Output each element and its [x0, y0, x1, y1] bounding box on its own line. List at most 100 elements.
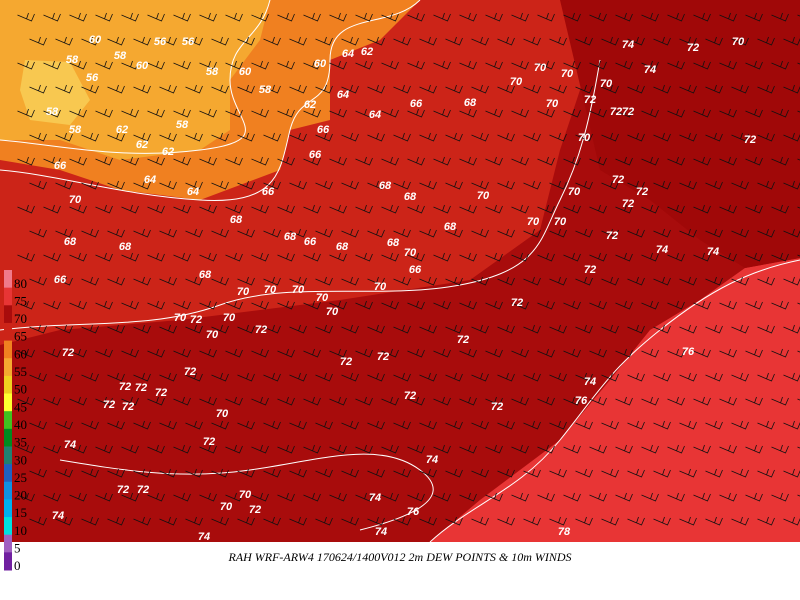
wind-barb	[563, 492, 581, 502]
wind-barb	[121, 444, 139, 454]
wind-barb	[95, 348, 113, 358]
wind-barb	[497, 276, 515, 286]
contour-label: 72	[584, 94, 596, 106]
wind-barb	[107, 132, 125, 142]
wind-barb	[485, 60, 503, 70]
contour-label: 68	[464, 97, 477, 109]
wind-barb	[43, 156, 61, 166]
wind-barb	[537, 108, 555, 118]
wind-barb	[277, 492, 295, 502]
contour-label: 72	[377, 351, 389, 363]
wind-barb	[719, 444, 737, 454]
wind-barb	[107, 516, 125, 526]
wind-barb	[159, 468, 177, 478]
wind-barb	[497, 324, 515, 334]
wind-barb	[17, 300, 35, 310]
wind-barb	[497, 180, 515, 190]
wind-barb	[303, 60, 321, 70]
wind-barb	[407, 60, 425, 70]
contour-label: 76	[682, 346, 695, 358]
contour-label: 70	[220, 501, 233, 513]
wind-barb	[329, 204, 347, 214]
contour-label: 72	[122, 401, 134, 413]
wind-barb	[107, 420, 125, 430]
contour-label: 68	[404, 191, 417, 203]
wind-barb	[341, 36, 359, 46]
wind-barb	[419, 36, 437, 46]
colorbar-label: 75	[14, 293, 27, 308]
wind-barb	[433, 444, 451, 454]
wind-barb	[159, 324, 177, 334]
wind-barb	[355, 300, 373, 310]
wind-barb	[731, 36, 749, 46]
wind-barb	[95, 444, 113, 454]
contour-label: 74	[584, 376, 596, 388]
contour-label: 58	[69, 124, 82, 136]
wind-barb	[433, 492, 451, 502]
wind-barb	[433, 348, 451, 358]
wind-barb	[563, 108, 581, 118]
caption: RAH WRF-ARW4 170624/1400V012 2m DEW POIN…	[227, 550, 571, 564]
wind-barb	[679, 228, 697, 238]
wind-barb	[731, 516, 749, 526]
wind-barb	[329, 396, 347, 406]
wind-barb	[563, 252, 581, 262]
contour-label: 58	[176, 119, 189, 131]
colorbar-label: 65	[14, 329, 27, 344]
wind-barb	[225, 396, 243, 406]
contour-label: 72	[135, 382, 147, 394]
wind-barb	[393, 468, 411, 478]
contour-label: 60	[136, 60, 149, 72]
wind-barb	[575, 420, 593, 430]
wind-barb	[745, 108, 763, 118]
wind-barb	[329, 156, 347, 166]
wind-barb	[173, 108, 191, 118]
contour-label: 70	[578, 132, 591, 144]
wind-barb	[147, 156, 165, 166]
wind-barb	[69, 60, 87, 70]
wind-barb	[199, 300, 217, 310]
contour-labels: 60 56 56 58 58 56 60 58 60 58 60 64 62 62 64 64 66 68 66 66…	[46, 34, 756, 543]
wind-barb	[303, 348, 321, 358]
wind-barb	[381, 60, 399, 70]
wind-barb	[289, 468, 307, 478]
wind-barb	[731, 84, 749, 94]
wind-barb	[757, 36, 775, 46]
wind-barb	[95, 156, 113, 166]
wind-barb	[107, 468, 125, 478]
wind-barb	[523, 36, 541, 46]
wind-barb	[381, 300, 399, 310]
wind-barb	[407, 348, 425, 358]
wind-barb	[81, 324, 99, 334]
wind-barb	[29, 324, 47, 334]
wind-barb	[211, 132, 229, 142]
wind-barb	[69, 204, 87, 214]
wind-barb	[523, 516, 541, 526]
wind-barb	[289, 132, 307, 142]
wind-barb	[69, 492, 87, 502]
wind-barb	[69, 156, 87, 166]
wind-barb	[133, 516, 151, 526]
wind-barb	[121, 108, 139, 118]
wind-barb	[237, 420, 255, 430]
wind-barb	[549, 228, 567, 238]
wind-barb	[133, 228, 151, 238]
wind-barb	[251, 156, 269, 166]
dewpoint-zone	[560, 0, 800, 268]
wind-barb	[731, 420, 749, 430]
wind-barb	[471, 84, 489, 94]
wind-barb	[511, 60, 529, 70]
wind-barb	[29, 468, 47, 478]
colorbar-label: 35	[14, 435, 27, 450]
wind-barb	[433, 252, 451, 262]
wind-barb	[549, 180, 567, 190]
wind-barb	[173, 252, 191, 262]
wind-barb	[121, 204, 139, 214]
wind-barb	[537, 204, 555, 214]
wind-barb	[575, 132, 593, 142]
contour-label: 58	[206, 66, 219, 78]
wind-barb	[667, 396, 685, 406]
wind-barb	[159, 420, 177, 430]
wind-barb	[199, 444, 217, 454]
wind-barb	[419, 468, 437, 478]
